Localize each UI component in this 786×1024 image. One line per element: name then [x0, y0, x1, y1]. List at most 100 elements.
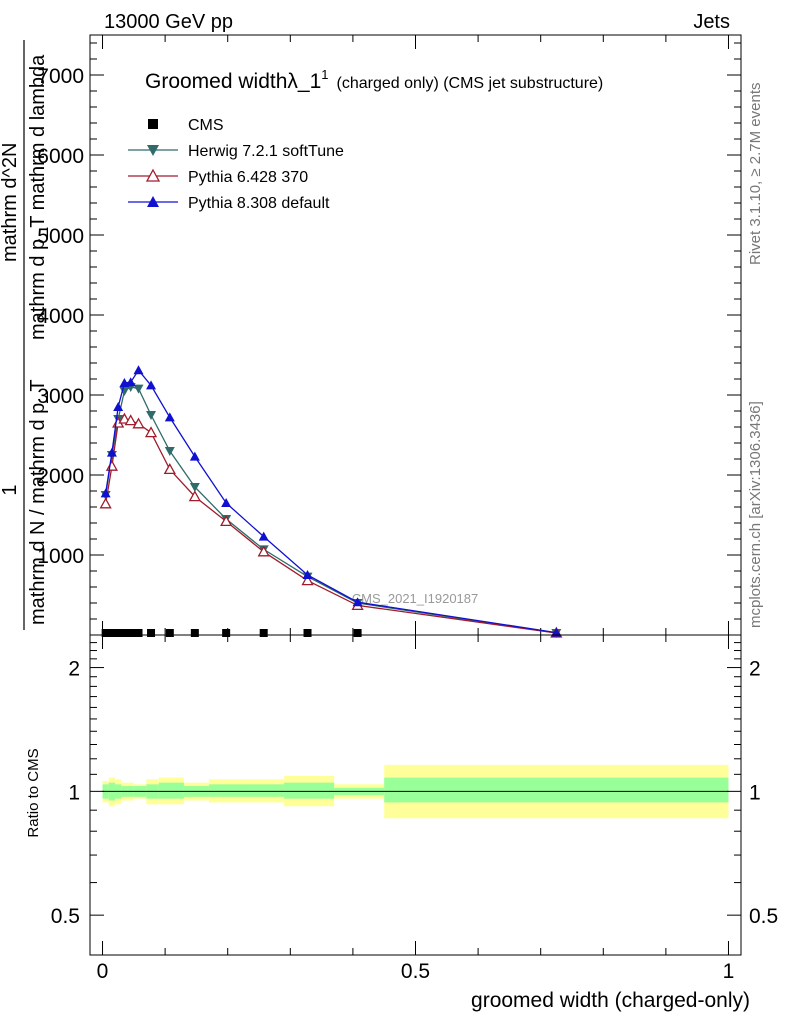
main-ytick-label: 2000 — [37, 465, 84, 488]
legend-entry-cms: CMS — [148, 117, 224, 134]
pythia8-line — [105, 369, 557, 634]
marker-pythia6-point — [105, 459, 119, 471]
legend: CMS Herwig 7.2.1 softTune Pythia 6.428 3… — [128, 117, 344, 212]
marker-herwig-point — [146, 411, 157, 420]
marker-pythia8-point — [113, 402, 124, 411]
main-ytick-label: 4000 — [37, 305, 84, 328]
marker-pythia8-point — [146, 380, 157, 390]
x-tick-label: 0 — [97, 960, 109, 983]
plot-header-right: Jets — [693, 11, 730, 33]
marker-cms-point — [165, 629, 174, 637]
legend-marker-pythia8 — [147, 196, 159, 207]
marker-cms-point — [114, 629, 123, 637]
x-axis-label: groomed width (charged-only) — [471, 989, 750, 1012]
legend-label-pythia8: Pythia 8.308 default — [188, 195, 330, 212]
title-superscript: 1 — [321, 67, 328, 82]
marker-pythia6-point — [118, 412, 131, 424]
marker-pythia6-point — [257, 545, 270, 557]
main-ytick-label: 1000 — [37, 545, 84, 568]
marker-pythia6-point — [188, 490, 201, 502]
marker-pythia8-point — [133, 365, 144, 375]
title-suffix: (charged only) (CMS jet substructure) — [337, 75, 604, 92]
main-axis-ticks: 1000 2000 3000 4000 5000 6000 7000 — [37, 35, 741, 635]
plot-header-left: 13000 GeV pp — [104, 11, 233, 33]
pythia6-line — [105, 418, 557, 634]
marker-pythia6-point — [144, 426, 158, 438]
marker-pythia8-point — [125, 377, 136, 387]
ratio-ytick-label-left: 2 — [68, 658, 80, 681]
ratio-band-inner — [246, 784, 285, 797]
ratio-ytick-label-right: 0.5 — [749, 905, 778, 928]
legend-entry-herwig: Herwig 7.2.1 softTune — [128, 143, 344, 160]
x-tick-label: 0.5 — [401, 960, 430, 983]
marker-pythia6-point — [124, 414, 137, 426]
ratio-axis-ticks: 0.5 0.5 1 1 2 2 0 0.5 1 — [51, 635, 778, 983]
marker-cms-point — [303, 629, 312, 637]
ratio-band-inner — [384, 777, 729, 803]
marker-pythia6-point — [99, 497, 112, 509]
series-pythia8-line — [100, 365, 562, 637]
marker-pythia8-point — [164, 412, 175, 422]
main-series-layer — [99, 365, 563, 638]
legend-entry-pythia6: Pythia 6.428 370 — [128, 168, 308, 186]
marker-herwig-point — [133, 384, 144, 394]
ratio-ytick-label-right: 2 — [749, 658, 761, 681]
x-tick-label: 1 — [723, 960, 735, 983]
marker-cms-point — [259, 629, 268, 637]
marker-pythia8-point — [551, 627, 562, 637]
marker-pythia6-point — [163, 463, 176, 475]
main-chart-title: Groomed widthλ_11 (charged only) (CMS jet… — [145, 67, 603, 93]
legend-marker-pythia6 — [145, 168, 161, 182]
main-y-axis-label: 1 mathrm d N / mathrm d p_T mathrm d^2N … — [0, 40, 49, 630]
ylabel-numerator: 1 — [0, 484, 21, 495]
legend-marker-cms — [148, 119, 158, 129]
ratio-ytick-label-left: 0.5 — [51, 905, 80, 928]
marker-pythia8-point — [258, 531, 269, 541]
legend-label-herwig: Herwig 7.2.1 softTune — [188, 143, 344, 160]
main-ytick-label: 6000 — [37, 145, 84, 168]
ratio-ytick-label-right: 1 — [749, 781, 761, 804]
legend-label-pythia6: Pythia 6.428 370 — [188, 169, 308, 186]
marker-cms-point — [147, 629, 156, 637]
ratio-band-inner — [208, 784, 247, 797]
herwig-line — [105, 386, 557, 634]
ylabel-denominator: mathrm d N / mathrm d p_T — [27, 379, 49, 625]
marker-pythia6-point — [220, 515, 233, 527]
marker-herwig-point — [119, 387, 130, 396]
ratio-band-inner — [284, 782, 335, 799]
series-cms-line — [101, 629, 362, 637]
marker-cms-point — [222, 629, 231, 637]
main-ytick-label: 5000 — [37, 225, 84, 248]
marker-cms-point — [126, 629, 135, 637]
marker-cms-point — [353, 629, 362, 637]
marker-herwig-point — [189, 483, 200, 492]
marker-pythia8-point — [221, 498, 232, 507]
marker-pythia8-point — [100, 488, 111, 498]
legend-marker-herwig — [147, 145, 159, 156]
marker-pythia8-point — [352, 597, 363, 607]
title-symbol: λ_1 — [287, 70, 321, 93]
title-main: Groomed width — [145, 70, 287, 93]
marker-pythia6-point — [132, 417, 145, 429]
ratio-band-inner — [158, 782, 184, 799]
legend-entry-pythia8: Pythia 8.308 default — [128, 195, 330, 212]
marker-pythia8-point — [302, 570, 313, 579]
marker-cms-point — [190, 629, 199, 637]
marker-cms-point — [120, 629, 129, 637]
marker-pythia8-point — [189, 451, 200, 461]
ratio-bands-layer — [102, 764, 729, 819]
ratio-ytick-label-left: 1 — [68, 781, 80, 804]
rivet-version-label: Rivet 3.1.10, ≥ 2.7M events — [747, 83, 764, 266]
legend-label-cms: CMS — [188, 117, 224, 134]
ratio-y-axis-label: Ratio to CMS — [25, 748, 42, 837]
ratio-panel: 0.5 0.5 1 1 2 2 0 0.5 1 Ratio to CMS groomed wid… — [25, 634, 778, 1012]
analysis-watermark: CMS_2021_I1920187 — [352, 591, 479, 606]
marker-pythia8-point — [106, 447, 117, 457]
main-ytick-label: 7000 — [37, 65, 84, 88]
ylabel-rhs-denominator: mathrm d p_T mathrm d lambda — [27, 54, 49, 340]
marker-cms-point — [107, 629, 116, 637]
main-ytick-label: 3000 — [37, 385, 84, 408]
main-panel: 1000 2000 3000 4000 5000 6000 7000 CMS_2021_I1… — [0, 34, 742, 638]
marker-cms-point — [101, 629, 110, 637]
